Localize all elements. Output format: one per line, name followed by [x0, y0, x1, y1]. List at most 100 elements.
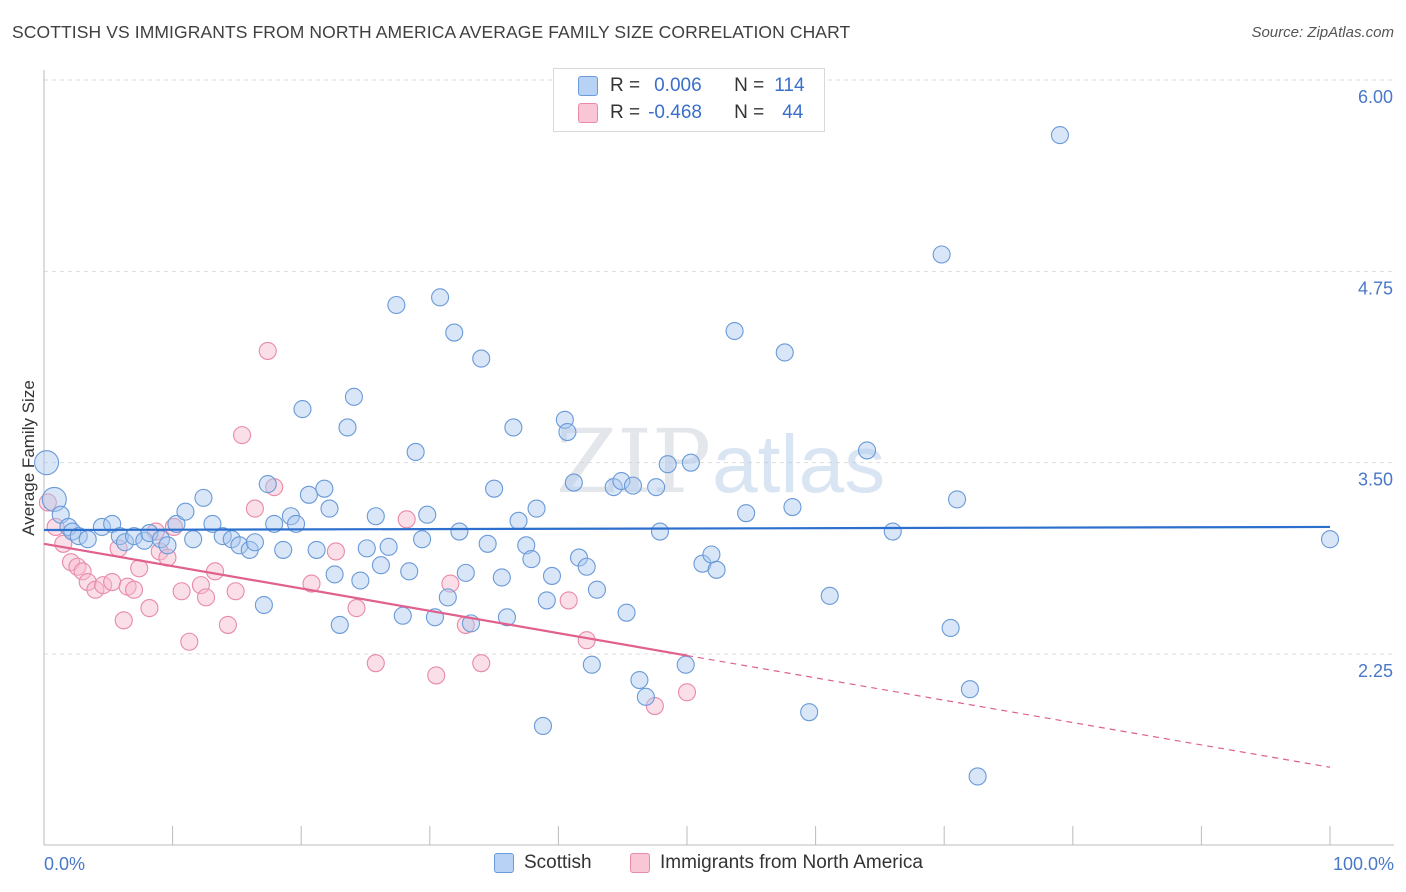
- y-axis-label: Average Family Size: [19, 380, 38, 536]
- immigrants-point-11: [114, 611, 133, 630]
- scottish-point-53: [431, 288, 450, 307]
- scottish-point-76: [577, 557, 596, 576]
- scottish-trendline: [43, 525, 1331, 532]
- scottish-point-55: [445, 323, 464, 342]
- y-tick-label-3: 6.00: [1358, 87, 1393, 107]
- legend-n-value: 114: [774, 75, 805, 96]
- legend-row-scottish: R = 0.006 N = 114: [578, 73, 805, 99]
- legend-swatch-blue: [578, 76, 598, 96]
- scottish-point-18: [184, 530, 203, 549]
- scottish-point-73: [558, 423, 577, 442]
- scottish-points: [34, 126, 1340, 786]
- scottish-point-75: [569, 548, 589, 567]
- scottish-point-34: [307, 540, 326, 559]
- scottish-point-100: [883, 522, 902, 541]
- legend-n-label: N =: [734, 75, 765, 96]
- scottish-point-39: [338, 418, 357, 437]
- bottom-legend-immigrants: Immigrants from North America: [630, 852, 923, 874]
- legend-r-value: -0.468: [648, 102, 702, 123]
- scottish-point-33: [299, 485, 318, 504]
- immigrants-trendline-extension: [686, 654, 1331, 768]
- scottish-point-47: [393, 606, 412, 625]
- immigrants-point-32: [326, 542, 345, 561]
- scottish-point-50: [413, 530, 432, 549]
- immigrants-point-39: [472, 654, 491, 673]
- scottish-point-103: [948, 490, 967, 509]
- scottish-point-35: [315, 479, 334, 498]
- scottish-point-36: [320, 499, 339, 518]
- scottish-point-86: [650, 522, 670, 541]
- scottish-point-96: [783, 498, 802, 517]
- scottish-point-81: [617, 603, 636, 622]
- bottom-swatch-pink: [630, 853, 650, 873]
- scottish-point-40: [344, 387, 363, 406]
- scottish-point-78: [587, 580, 607, 599]
- immigrants-point-13: [124, 580, 144, 599]
- scottish-point-61: [485, 479, 504, 498]
- immigrants-points: [38, 341, 697, 716]
- scottish-point-94: [737, 504, 756, 523]
- scottish-point-95: [775, 343, 794, 362]
- scottish-point-63: [497, 608, 517, 627]
- scottish-point-91: [702, 545, 721, 564]
- immigrants-point-40: [559, 591, 578, 610]
- legend-swatch-pink: [578, 103, 598, 123]
- immigrants-point-34: [366, 654, 385, 673]
- x-tick-label-min: 0.0%: [44, 854, 85, 874]
- scottish-point-6: [78, 530, 97, 549]
- scottish-point-4: [63, 522, 82, 541]
- immigrants-point-43: [677, 683, 697, 702]
- scottish-point-77: [582, 655, 601, 674]
- scottish-point-68: [527, 499, 546, 518]
- immigrants-point-23: [196, 588, 216, 607]
- trendlines: [43, 525, 1331, 768]
- legend-r-label: R =: [610, 75, 641, 96]
- immigrants-point-21: [180, 632, 199, 651]
- scottish-point-62: [492, 568, 511, 587]
- bottom-legend-scottish: Scottish: [494, 852, 592, 874]
- bottom-legend-label: Immigrants from North America: [660, 852, 923, 873]
- bottom-legend-label: Scottish: [524, 852, 592, 873]
- scottish-point-65: [509, 511, 528, 530]
- scottish-point-88: [676, 655, 695, 674]
- scottish-point-44: [371, 556, 390, 575]
- scottish-point-89: [681, 453, 700, 472]
- scottish-point-57: [456, 563, 475, 582]
- chart-title: SCOTTISH VS IMMIGRANTS FROM NORTH AMERIC…: [12, 22, 851, 42]
- watermark-atlas: atlas: [712, 419, 885, 510]
- immigrants-point-0: [38, 493, 57, 512]
- scottish-point-83: [630, 670, 649, 690]
- scottish-point-67: [522, 550, 541, 569]
- legend-r-label: R =: [610, 102, 641, 123]
- source-credit: Source: ZipAtlas.com: [1251, 24, 1394, 41]
- scottish-point-64: [504, 418, 523, 437]
- scottish-point-43: [366, 507, 385, 526]
- scottish-point-51: [418, 505, 437, 524]
- scottish-point-45: [379, 537, 398, 556]
- scottish-point-7: [92, 517, 111, 537]
- scottish-point-56: [450, 522, 469, 541]
- scottish-point-0: [34, 450, 60, 476]
- scottish-point-102: [941, 618, 960, 638]
- scottish-point-23: [230, 536, 249, 555]
- scottish-point-48: [400, 562, 419, 581]
- immigrants-point-6: [78, 573, 97, 592]
- bottom-swatch-blue: [494, 853, 514, 873]
- immigrants-point-35: [397, 510, 416, 529]
- immigrants-point-31: [302, 574, 321, 593]
- immigrants-point-15: [140, 599, 159, 618]
- scottish-point-70: [537, 591, 556, 610]
- legend-row-immigrants: R = -0.468 N = 44: [578, 100, 803, 126]
- immigrants-point-5: [73, 562, 92, 581]
- scottish-point-87: [658, 455, 677, 474]
- legend-n-label: N =: [734, 102, 765, 123]
- scottish-point-42: [357, 539, 376, 558]
- scottish-point-82: [623, 476, 643, 495]
- immigrants-point-9: [103, 573, 122, 592]
- y-tick-label-2: 4.75: [1358, 278, 1393, 298]
- scottish-point-93: [725, 321, 744, 341]
- scottish-point-66: [517, 536, 536, 555]
- scottish-point-98: [820, 586, 839, 605]
- scottish-point-106: [1050, 126, 1069, 145]
